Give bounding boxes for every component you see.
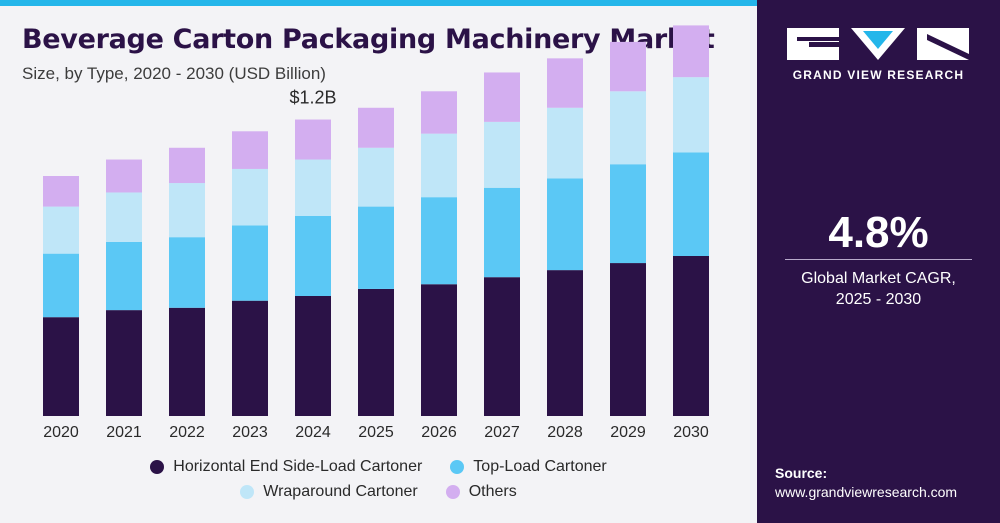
source-url[interactable]: www.grandviewresearch.com — [775, 484, 958, 500]
bar-2029-wraparound — [610, 91, 646, 165]
chart-title: Beverage Carton Packaging Machinery Mark… — [22, 24, 715, 55]
bar-2020-horizontal — [43, 317, 79, 416]
bar-2025-others — [358, 107, 394, 148]
legend-item-horizontal: Horizontal End Side-Load Cartoner — [150, 458, 422, 476]
x-tick-label-2026: 2026 — [421, 424, 457, 441]
bar-2021-horizontal — [106, 310, 142, 416]
bar-2025-wraparound — [358, 147, 394, 207]
info-sidebar: GRAND VIEW RESEARCH 4.8% Global Market C… — [757, 0, 1000, 523]
legend-item-wraparound: Wraparound Cartoner — [240, 483, 418, 501]
legend-swatch-horizontal — [150, 460, 165, 474]
bar-2024-wraparound — [295, 159, 331, 216]
bar-2030-top-load — [673, 152, 709, 256]
legend-row-2: Wraparound Cartoner Others — [0, 483, 757, 501]
bar-2024-others — [295, 119, 331, 160]
legend-swatch-wraparound — [240, 485, 255, 499]
bar-2030-others — [673, 25, 709, 78]
bar-2027-wraparound — [484, 121, 520, 188]
bar-2027-horizontal — [484, 277, 520, 416]
x-tick-label-2021: 2021 — [106, 424, 142, 441]
bar-2024-horizontal — [295, 296, 331, 416]
bar-2021-others — [106, 159, 142, 193]
cagr-label-line-2: 2025 - 2030 — [835, 291, 922, 308]
cagr-value: 4.8% — [828, 208, 929, 257]
bar-2022-wraparound — [169, 183, 205, 238]
bar-2030-horizontal — [673, 256, 709, 416]
bar-2024-top-load — [295, 216, 331, 296]
x-tick-label-2028: 2028 — [547, 424, 583, 441]
bar-2025-horizontal — [358, 288, 394, 416]
chart-panel: Beverage Carton Packaging Machinery Mark… — [0, 0, 757, 523]
bar-2020-others — [43, 176, 79, 207]
x-tick-label-2029: 2029 — [610, 424, 646, 441]
bar-2022-others — [169, 147, 205, 184]
x-tick-label-2024: 2024 — [295, 424, 331, 441]
chart-subtitle: Size, by Type, 2020 - 2030 (USD Billion) — [22, 64, 326, 83]
bar-2029-top-load — [610, 164, 646, 264]
legend-label-wraparound: Wraparound Cartoner — [263, 483, 418, 500]
legend-label-top-load: Top-Load Cartoner — [473, 458, 607, 475]
bar-2029-horizontal — [610, 263, 646, 416]
bar-2028-top-load — [547, 178, 583, 271]
source-label: Source: — [775, 465, 828, 481]
legend-swatch-top-load — [450, 460, 465, 474]
x-tick-label-2020: 2020 — [43, 424, 79, 441]
x-tick-label-2022: 2022 — [169, 424, 205, 441]
bar-2025-top-load — [358, 206, 394, 289]
grand-view-research-logo-icon — [787, 28, 969, 60]
bar-2021-wraparound — [106, 192, 142, 242]
bar-2022-horizontal — [169, 307, 205, 416]
bar-2020-top-load — [43, 253, 79, 318]
bar-2026-wraparound — [421, 133, 457, 198]
legend-row-1: Horizontal End Side-Load Cartoner Top-Lo… — [0, 458, 757, 476]
legend-item-top-load: Top-Load Cartoner — [450, 458, 607, 476]
bar-2023-horizontal — [232, 300, 268, 416]
x-tick-label-2030: 2030 — [673, 424, 709, 441]
stacked-bar-chart: 2020 2021 2022 2023 2024 $1.2B 2025 2026 2027 202… — [43, 25, 709, 441]
x-tick-label-2025: 2025 — [358, 424, 394, 441]
legend-label-horizontal: Horizontal End Side-Load Cartoner — [173, 458, 423, 475]
legend-label-others: Others — [468, 483, 517, 500]
x-tick-label-2023: 2023 — [232, 424, 268, 441]
cagr-label: Global Market CAGR, 2025 - 2030 — [757, 268, 1000, 310]
bar-2023-top-load — [232, 225, 268, 301]
bar-2028-horizontal — [547, 270, 583, 416]
bar-2026-others — [421, 91, 457, 134]
legend-item-others: Others — [445, 483, 517, 501]
x-tick-label-2027: 2027 — [484, 424, 520, 441]
bar-2027-others — [484, 72, 520, 122]
legend-swatch-others — [445, 485, 460, 499]
bar-2022-top-load — [169, 237, 205, 308]
cagr-divider — [785, 259, 972, 260]
bar-2023-wraparound — [232, 168, 268, 226]
cagr-label-line-1: Global Market CAGR, — [801, 270, 956, 287]
bar-2026-horizontal — [421, 284, 457, 416]
bar-2023-others — [232, 131, 268, 169]
bar-2030-wraparound — [673, 77, 709, 153]
bar-2026-top-load — [421, 197, 457, 285]
bar-2029-others — [610, 41, 646, 92]
data-label-2024: $1.2B — [289, 88, 336, 108]
bar-2028-wraparound — [547, 107, 583, 179]
bar-2027-top-load — [484, 187, 520, 278]
bar-2021-top-load — [106, 241, 142, 311]
bar-2028-others — [547, 58, 583, 108]
bar-2020-wraparound — [43, 206, 79, 254]
brand-name: GRAND VIEW RESEARCH — [792, 68, 965, 82]
top-accent-bar — [0, 0, 757, 6]
